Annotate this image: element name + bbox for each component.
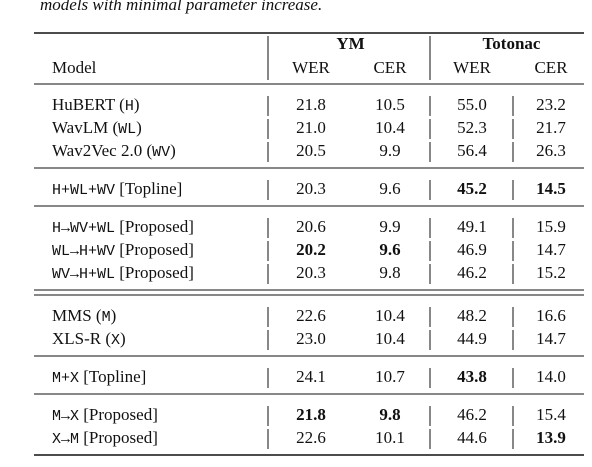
score: 49.1 — [457, 217, 487, 236]
model-name-part: MMS ( — [52, 306, 102, 325]
header-column: WER — [292, 58, 330, 77]
model-name: WV→H+WL [Proposed] — [52, 263, 194, 283]
score: 14.7 — [536, 240, 566, 259]
model-name-part: M+X — [52, 370, 79, 387]
model-name-part: Wav2Vec 2.0 ( — [52, 141, 152, 160]
model-name: M→X [Proposed] — [52, 405, 158, 425]
model-name-part: WL — [118, 121, 136, 138]
score: 10.1 — [375, 428, 405, 447]
header-column: CER — [534, 58, 568, 77]
score: 20.2 — [296, 240, 326, 259]
score: 22.6 — [296, 428, 326, 447]
model-name-part: [Proposed] — [79, 428, 158, 447]
header-group: Totonac — [483, 34, 541, 53]
score: 22.6 — [296, 306, 326, 325]
model-name: WavLM (WL) — [52, 118, 142, 138]
model-name: XLS-R (X) — [52, 329, 126, 349]
model-name-part: ) — [111, 306, 117, 325]
model-name-part: HuBERT ( — [52, 95, 125, 114]
score: 43.8 — [457, 367, 487, 386]
score: 48.2 — [457, 306, 487, 325]
header-model: Model — [52, 58, 97, 77]
model-name-part: WavLM ( — [52, 118, 118, 137]
score: 9.9 — [379, 217, 400, 236]
score: 20.6 — [296, 217, 326, 236]
score: 15.4 — [536, 405, 566, 424]
score: 24.1 — [296, 367, 326, 386]
score: 44.6 — [457, 428, 487, 447]
score: 21.0 — [296, 118, 326, 137]
header-column: CER — [373, 58, 407, 77]
model-name-part: [Proposed] — [79, 405, 158, 424]
score: 46.2 — [457, 405, 487, 424]
model-name-part: X — [111, 332, 120, 349]
score: 9.6 — [379, 240, 400, 259]
header-column: WER — [453, 58, 491, 77]
score: 16.6 — [536, 306, 566, 325]
model-name-part: [Topline] — [79, 367, 146, 386]
score: 9.9 — [379, 141, 400, 160]
model-name: Wav2Vec 2.0 (WV) — [52, 141, 176, 161]
score: 21.8 — [296, 95, 326, 114]
score: 14.7 — [536, 329, 566, 348]
score: 44.9 — [457, 329, 487, 348]
score: 9.8 — [379, 263, 400, 282]
score: 20.5 — [296, 141, 326, 160]
score: 15.2 — [536, 263, 566, 282]
model-name-part: X→M — [52, 431, 79, 448]
score: 14.5 — [536, 179, 566, 198]
model-name-part: [Proposed] — [115, 240, 194, 259]
model-name-part: WV→H+WL — [52, 266, 115, 283]
model-name: HuBERT (H) — [52, 95, 140, 115]
score: 21.8 — [296, 405, 326, 424]
score: 20.3 — [296, 263, 326, 282]
model-name-part: WL→H+WV — [52, 243, 115, 260]
model-name: M+X [Topline] — [52, 367, 146, 387]
model-name-part: H→WV+WL — [52, 220, 115, 237]
model-name: H→WV+WL [Proposed] — [52, 217, 194, 237]
score: 52.3 — [457, 118, 487, 137]
score: 23.0 — [296, 329, 326, 348]
score: 23.2 — [536, 95, 566, 114]
score: 21.7 — [536, 118, 566, 137]
model-name-part: [Proposed] — [115, 217, 194, 236]
score: 56.4 — [457, 141, 487, 160]
score: 9.6 — [379, 179, 400, 198]
score: 26.3 — [536, 141, 566, 160]
score: 46.2 — [457, 263, 487, 282]
score: 20.3 — [296, 179, 326, 198]
caption-fragment: models with minimal parameter increase. — [40, 0, 322, 14]
model-name-part: M→X — [52, 408, 79, 425]
score: 46.9 — [457, 240, 487, 259]
model-name: MMS (M) — [52, 306, 116, 326]
score: 55.0 — [457, 95, 487, 114]
model-name: WL→H+WV [Proposed] — [52, 240, 194, 260]
model-name: X→M [Proposed] — [52, 428, 158, 448]
model-name-part: [Topline] — [115, 179, 182, 198]
model-name-part: WV — [152, 144, 170, 161]
score: 10.4 — [375, 306, 405, 325]
score: 13.9 — [536, 428, 566, 447]
score: 10.5 — [375, 95, 405, 114]
score: 15.9 — [536, 217, 566, 236]
model-name-part: XLS-R ( — [52, 329, 111, 348]
model-name-part: ) — [134, 95, 140, 114]
header-group: YM — [336, 34, 364, 53]
model-name: H+WL+WV [Topline] — [52, 179, 182, 199]
score: 14.0 — [536, 367, 566, 386]
model-name-part: ) — [136, 118, 142, 137]
model-name-part: M — [102, 309, 111, 326]
model-name-part: ) — [120, 329, 126, 348]
model-name-part: ) — [170, 141, 176, 160]
score: 10.7 — [375, 367, 405, 386]
model-name-part: [Proposed] — [115, 263, 194, 282]
score: 9.8 — [379, 405, 400, 424]
score: 10.4 — [375, 118, 405, 137]
score: 45.2 — [457, 179, 487, 198]
model-name-part: H — [125, 98, 134, 115]
score: 10.4 — [375, 329, 405, 348]
model-name-part: H+WL+WV — [52, 182, 115, 199]
